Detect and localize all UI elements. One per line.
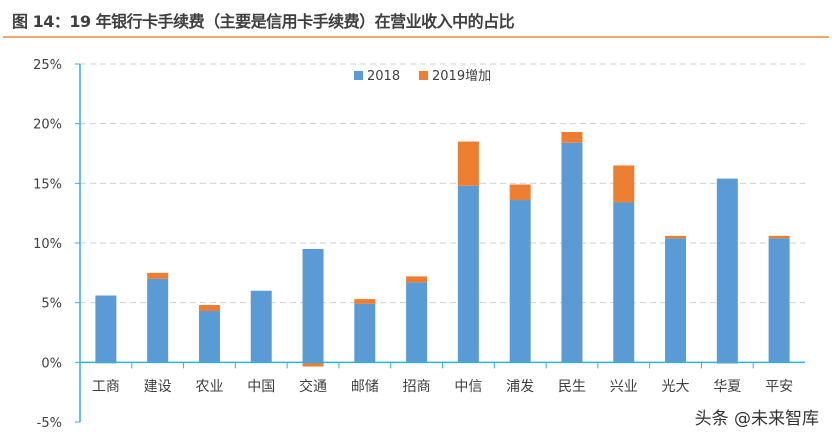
bar-2018: [354, 303, 376, 363]
x-tick-label: 光大: [662, 379, 690, 395]
y-tick-label: 20%: [33, 118, 62, 133]
x-tick-label: 中国: [247, 379, 275, 395]
y-tick-label: 0%: [41, 356, 62, 371]
bar-2018: [406, 282, 428, 363]
figure-title: 图 14：19 年银行卡手续费（主要是信用卡手续费）在营业收入中的占比: [12, 12, 515, 31]
bar-2018: [509, 200, 531, 363]
bar-2018: [198, 311, 220, 363]
y-tick-label: -5%: [37, 416, 62, 431]
bar-2018: [302, 248, 324, 363]
x-tick-label: 兴业: [610, 379, 638, 395]
x-tick-label: 工商: [92, 379, 120, 395]
bar-2018: [147, 278, 169, 363]
y-tick-label: 15%: [33, 177, 62, 192]
y-tick-label: 25%: [33, 58, 62, 73]
bar-2018: [613, 202, 635, 363]
x-tick-label: 邮储: [351, 379, 379, 395]
x-tick-label: 农业: [195, 379, 223, 395]
bar-2019-increase: [665, 235, 687, 239]
x-tick-label: 建设: [144, 379, 172, 395]
bar-2019-increase: [354, 299, 376, 304]
legend-label: 2018: [367, 69, 400, 84]
x-tick-label: 浦发: [506, 379, 534, 395]
bar-2019-increase: [406, 276, 428, 283]
title-underline: [3, 36, 829, 38]
bar-2018: [95, 295, 117, 363]
x-tick-label: 交通: [299, 378, 327, 395]
x-tick-label: 民生: [558, 379, 586, 395]
x-tick-label: 华夏: [713, 379, 741, 395]
watermark: 头条 @未来智库: [690, 402, 823, 431]
bar-2019-increase: [457, 141, 479, 186]
legend-label: 2019增加: [432, 69, 491, 84]
bar-2019-increase: [302, 362, 324, 367]
bar-2019-increase: [613, 165, 635, 203]
bar-2019-increase: [147, 272, 169, 279]
bar-2018: [457, 185, 479, 363]
y-tick-label: 10%: [33, 237, 62, 252]
y-tick-label: 5%: [41, 297, 62, 312]
bar-2019-increase: [768, 235, 790, 239]
x-tick-label: 招商: [403, 379, 431, 395]
x-tick-label: 平安: [765, 379, 793, 395]
bar-2019-increase: [561, 132, 583, 143]
bar-2018: [250, 290, 272, 363]
x-tick-label: 中信: [454, 379, 482, 395]
bar-2019-increase: [509, 184, 531, 201]
bar-2019-increase: [198, 305, 220, 312]
bar-2018: [561, 142, 583, 363]
legend-swatch: [354, 71, 363, 80]
bar-2018: [665, 238, 687, 363]
legend-swatch: [419, 71, 428, 80]
bar-2018: [716, 178, 738, 363]
bar-2018: [768, 238, 790, 363]
